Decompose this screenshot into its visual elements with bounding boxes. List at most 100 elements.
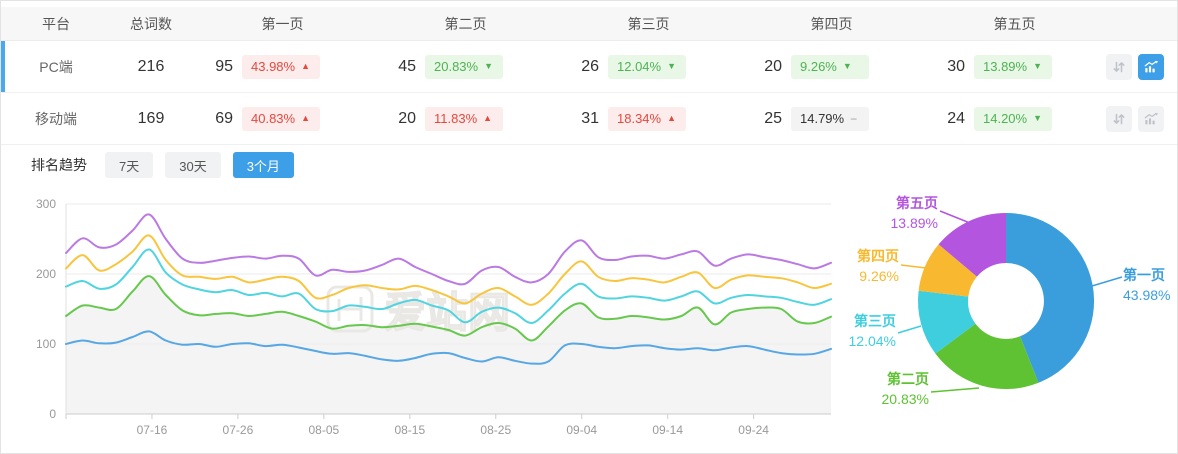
trend-arrow-icon: ▲ [667,113,677,123]
page-count: 31 [581,109,599,127]
page-distribution-donut[interactable] [841,185,1177,433]
table-header: 平台 总词数 第一页 第二页 第三页 第四页 第五页 [1,7,1177,41]
change-badge: 20.83% ▼ [425,54,503,79]
sort-arrows-button[interactable] [1106,53,1132,80]
pie-label-page5: 第五页 13.89% [890,195,938,231]
trend-arrow-icon: ▲ [301,61,311,71]
x-tick-label: 09-04 [566,423,597,437]
col-header-page1: 第一页 [261,15,304,32]
tab-30-days[interactable]: 30天 [165,152,221,178]
x-tick-label: 09-24 [738,423,769,437]
trend-arrow-icon: ▼ [1033,61,1043,71]
y-tick-label: 100 [36,337,56,351]
change-badge: 14.20% ▼ [974,106,1052,131]
trend-arrow-icon: ▼ [842,61,852,71]
total-words-value: 169 [137,109,165,127]
pie-leader-line-1 [930,387,980,393]
sort-arrows-icon [1113,61,1125,72]
pie-label-page1: 第一页 43.98% [1123,267,1171,303]
charts-area: 爱站网 0 100 200 300 07-16 07-26 08-05 08-15 08-25 09… [1,185,1177,453]
change-badge: 9.26% ▼ [791,54,869,79]
y-tick-label: 0 [49,407,56,421]
trend-arrow-icon: ▲ [483,113,493,123]
pie-label-page3: 第三页 12.04% [848,313,896,349]
change-badge: 12.04% ▼ [608,54,686,79]
total-words-value: 216 [137,57,165,75]
page2-cell: 45 20.83% ▼ [374,54,557,79]
page4-cell: 20 9.26% ▼ [740,54,923,79]
trend-header: 排名趋势 7天 30天 3个月 [1,145,1177,185]
change-badge: 40.83% ▲ [242,106,320,131]
page-count: 69 [215,109,233,127]
col-header-total: 总词数 [130,15,172,32]
change-badge: 13.89% ▼ [974,54,1052,79]
table-row-pc[interactable]: PC端 216 95 43.98% ▲ 45 20.83% ▼ 26 12.04% ▼… [1,41,1177,93]
page1-cell: 69 40.83% ▲ [191,106,374,131]
trend-chart-button[interactable] [1138,53,1164,80]
trend-area-fill [66,276,831,414]
trend-arrow-icon: ▼ [667,61,677,71]
page1-cell: 95 43.98% ▲ [191,54,374,79]
page-count: 20 [764,57,782,75]
pie-leader-line-2 [897,325,922,334]
page-count: 24 [947,109,965,127]
trend-line-0 [65,330,832,365]
page-count: 30 [947,57,965,75]
y-tick-label: 300 [36,197,56,211]
change-badge: 43.98% ▲ [242,54,320,79]
pie-label-page2: 第二页 20.83% [881,371,929,407]
change-badge: 14.79% − [791,106,869,131]
page-count: 45 [398,57,416,75]
page5-cell: 24 14.20% ▼ [923,106,1106,131]
tab-3-months[interactable]: 3个月 [232,152,294,178]
col-header-platform: 平台 [42,15,70,32]
pie-slice-2[interactable] [917,290,976,354]
x-tick-label: 09-14 [652,423,683,437]
col-header-page4: 第四页 [810,15,853,32]
page4-cell: 25 14.79% − [740,106,923,131]
trend-arrow-icon: ▼ [484,61,494,71]
trend-arrow-icon: ▼ [1033,113,1043,123]
pie-slice-3[interactable] [918,244,977,297]
page-count: 25 [764,109,782,127]
pie-leader-line-4 [939,210,971,224]
trend-arrow-icon: ▲ [301,113,311,123]
trend-chart-icon [1144,60,1158,72]
x-tick-label: 08-15 [394,423,425,437]
page3-cell: 31 18.34% ▲ [557,106,740,131]
trend-chart-button[interactable] [1138,105,1164,132]
y-tick-label: 200 [36,267,56,281]
col-header-page5: 第五页 [993,15,1036,32]
trend-section-title: 排名趋势 [31,157,87,173]
page-count: 26 [581,57,599,75]
trend-arrow-icon: − [850,111,858,126]
pie-leader-line-3 [900,264,927,269]
trend-line-1 [65,275,832,342]
page3-cell: 26 12.04% ▼ [557,54,740,79]
col-header-page3: 第三页 [627,15,670,32]
page-count: 20 [398,109,416,127]
x-tick-label: 07-16 [137,423,168,437]
trend-line-3 [65,234,832,306]
tab-7-days[interactable]: 7天 [105,152,154,178]
sort-arrows-button[interactable] [1106,105,1132,132]
trend-line-2 [65,248,832,324]
table-row-mobile[interactable]: 移动端 169 69 40.83% ▲ 20 11.83% ▲ 31 18.34% ▲… [1,93,1177,145]
x-tick-label: 08-25 [480,423,511,437]
pie-slice-1[interactable] [935,323,1039,390]
pie-leader-line-0 [1091,276,1123,287]
pie-slice-4[interactable] [938,213,1006,277]
sort-arrows-icon [1113,113,1125,124]
pie-slice-0[interactable] [1006,212,1095,383]
page5-cell: 30 13.89% ▼ [923,54,1106,79]
row-actions [1106,53,1177,80]
x-tick-label: 07-26 [223,423,254,437]
trend-chart-icon [1144,112,1158,124]
page-count: 95 [215,57,233,75]
trend-line-4 [65,213,832,286]
pie-label-page4: 第四页 9.26% [857,248,899,284]
change-badge: 11.83% ▲ [425,106,503,131]
platform-label: 移动端 [35,110,77,127]
